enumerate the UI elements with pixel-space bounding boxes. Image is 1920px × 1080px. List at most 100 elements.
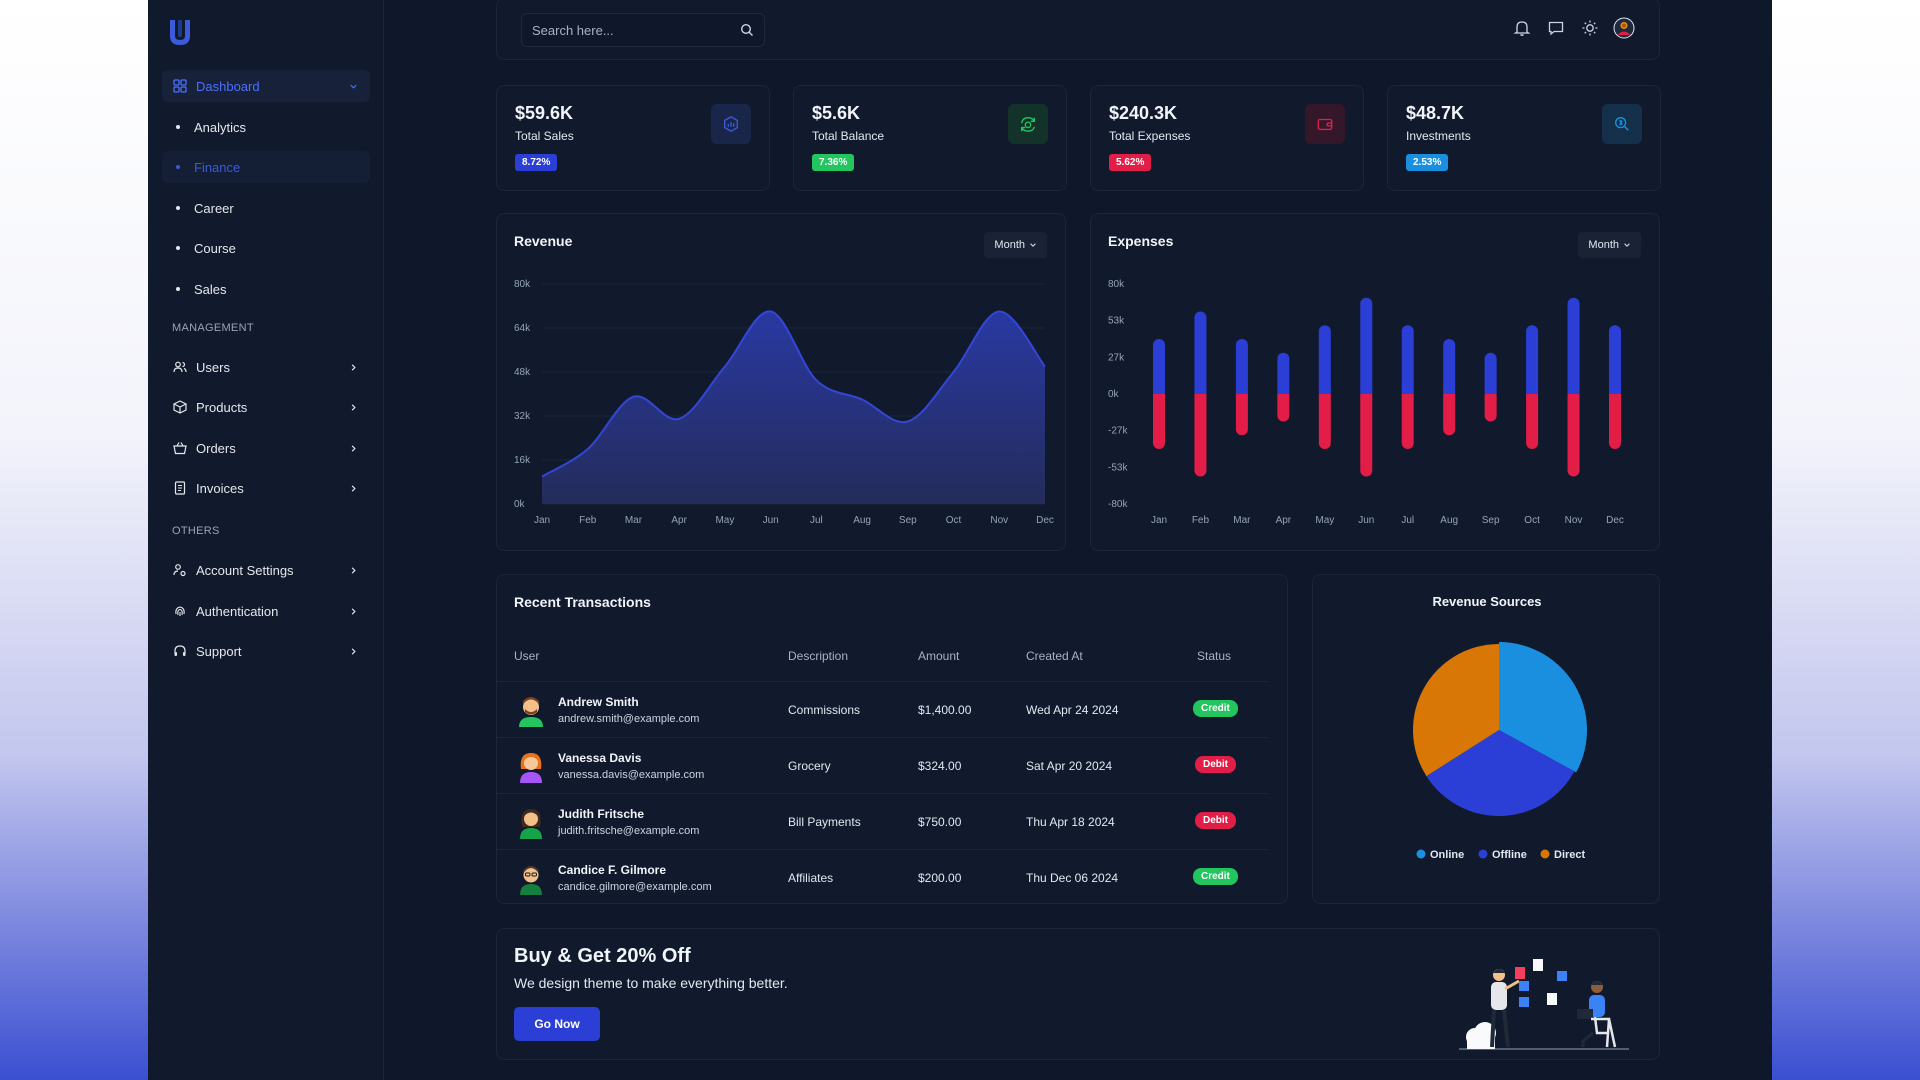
bullet-icon xyxy=(176,287,180,291)
y-tick-label: -53k xyxy=(1108,462,1128,473)
sidebar-sub-course[interactable]: Course xyxy=(162,232,370,264)
legend-label: Direct xyxy=(1554,849,1586,861)
legend-dot xyxy=(1416,849,1426,859)
expense-bar-negative xyxy=(1484,394,1497,422)
bar-joint xyxy=(1360,388,1373,394)
sidebar-item-users[interactable]: Users xyxy=(162,351,370,383)
sidebar-sub-career[interactable]: Career xyxy=(162,192,370,224)
amount-cell: $324.00 xyxy=(918,759,962,773)
sidebar-item-label: Finance xyxy=(194,159,241,175)
revenue-title: Revenue xyxy=(514,233,573,249)
date-cell: Thu Dec 06 2024 xyxy=(1026,871,1119,885)
stat-label: Investments xyxy=(1406,129,1471,143)
expense-bar-positive xyxy=(1567,297,1580,394)
table-row[interactable]: Judith Fritsche judith.fritsche@example.… xyxy=(497,793,1267,849)
expense-bar-negative xyxy=(1153,394,1165,449)
sidebar-item-support[interactable]: Support xyxy=(162,635,370,667)
avatar xyxy=(520,809,542,839)
user-avatar[interactable] xyxy=(1613,17,1635,39)
expenses-card: Expenses Month -80k -53k -27k 0k 27k 53k 80k Ja… xyxy=(1090,213,1660,551)
sidebar-item-dashboard[interactable]: Dashboard xyxy=(162,70,370,102)
chevron-right-icon xyxy=(348,565,358,575)
y-tick-label: 16k xyxy=(514,455,531,466)
status-badge: Credit xyxy=(1193,868,1238,885)
x-tick-label: Aug xyxy=(1440,515,1458,526)
x-tick-label: Apr xyxy=(671,515,687,526)
status-badge: Debit xyxy=(1195,812,1236,829)
sidebar-item-label: Account Settings xyxy=(196,562,294,578)
money-cycle-icon xyxy=(1008,104,1048,144)
sidebar-item-products[interactable]: Products xyxy=(162,391,370,423)
fingerprint-icon xyxy=(172,603,188,619)
promo-subtitle: We design theme to make everything bette… xyxy=(514,975,788,991)
expense-bar-negative xyxy=(1277,394,1290,422)
y-tick-label: 0k xyxy=(1108,389,1120,400)
expense-bar-negative xyxy=(1194,394,1207,477)
chart-icon xyxy=(711,104,751,144)
expense-bar-positive xyxy=(1277,352,1290,394)
expenses-chart: -80k -53k -27k 0k 27k 53k 80k Jan Feb Mar Apr May Ju… xyxy=(1108,279,1624,526)
go-now-button[interactable]: Go Now xyxy=(514,1007,600,1041)
sidebar-sub-sales[interactable]: Sales xyxy=(162,273,370,305)
sidebar-sub-finance[interactable]: Finance xyxy=(162,151,370,183)
x-tick-label: Feb xyxy=(1192,515,1210,526)
basket-icon xyxy=(172,440,188,456)
amount-cell: $200.00 xyxy=(918,871,962,885)
bar-joint xyxy=(1194,394,1207,400)
sidebar-item-label: Products xyxy=(196,399,248,415)
column-header-user[interactable]: User xyxy=(514,649,540,663)
bar-joint xyxy=(1484,388,1497,394)
bullet-icon xyxy=(176,206,180,210)
sidebar-item-invoices[interactable]: Invoices xyxy=(162,472,370,504)
table-row[interactable]: Andrew Smith andrew.smith@example.com Co… xyxy=(497,681,1267,737)
search-input[interactable] xyxy=(532,22,722,38)
column-header-status[interactable]: Status xyxy=(1197,649,1232,663)
sun-icon[interactable] xyxy=(1581,19,1599,37)
revenue-area xyxy=(542,311,1045,504)
sidebar-item-orders[interactable]: Orders xyxy=(162,432,370,464)
invoice-icon xyxy=(172,480,188,496)
column-header-created-at[interactable]: Created At xyxy=(1026,649,1083,663)
revenue-card: Revenue Month 0k 16k 32k 48k 64k 80k Jan Feb Mar… xyxy=(496,213,1066,551)
x-tick-label: May xyxy=(1315,515,1334,526)
legend-dot xyxy=(1478,849,1488,859)
search-icon[interactable] xyxy=(740,23,754,37)
x-tick-label: Oct xyxy=(1524,515,1540,526)
x-tick-label: Apr xyxy=(1276,515,1292,526)
bar-joint xyxy=(1567,388,1580,394)
sidebar-item-authentication[interactable]: Authentication xyxy=(162,595,370,627)
x-tick-label: Jun xyxy=(1358,515,1374,526)
logo-icon[interactable] xyxy=(166,18,194,48)
message-icon[interactable] xyxy=(1547,19,1565,37)
bar-joint xyxy=(1235,388,1248,394)
headset-icon xyxy=(172,643,188,659)
chevron-right-icon xyxy=(348,646,358,656)
topbar xyxy=(496,0,1660,60)
expenses-period-dropdown[interactable]: Month xyxy=(1578,232,1641,258)
sidebar-sub-analytics[interactable]: Analytics xyxy=(162,111,370,143)
column-header-amount[interactable]: Amount xyxy=(918,649,960,663)
investment-icon xyxy=(1602,104,1642,144)
bullet-icon xyxy=(176,165,180,169)
expenses-title: Expenses xyxy=(1108,233,1174,249)
promo-title: Buy & Get 20% Off xyxy=(514,945,691,967)
user-email: andrew.smith@example.com xyxy=(558,713,700,725)
bar-joint xyxy=(1484,394,1497,400)
expense-bar-negative xyxy=(1443,394,1456,436)
bar-joint xyxy=(1277,388,1290,394)
sidebar-item-label: Support xyxy=(196,643,242,659)
sidebar-item-label: Course xyxy=(194,240,236,256)
table-row[interactable]: Candice F. Gilmore candice.gilmore@examp… xyxy=(497,849,1267,905)
y-tick-label: 48k xyxy=(514,367,531,378)
users-icon xyxy=(172,359,188,375)
revenue-period-dropdown[interactable]: Month xyxy=(984,232,1047,258)
bullet-icon xyxy=(176,125,180,129)
y-tick-label: 64k xyxy=(514,323,531,334)
column-header-description[interactable]: Description xyxy=(788,649,849,663)
bar-joint xyxy=(1567,394,1580,400)
bell-icon[interactable] xyxy=(1513,19,1531,37)
chevron-right-icon xyxy=(348,443,358,453)
table-row[interactable]: Vanessa Davis vanessa.davis@example.com … xyxy=(497,737,1267,793)
bar-joint xyxy=(1609,388,1621,394)
sidebar-item-account-settings[interactable]: Account Settings xyxy=(162,554,370,586)
